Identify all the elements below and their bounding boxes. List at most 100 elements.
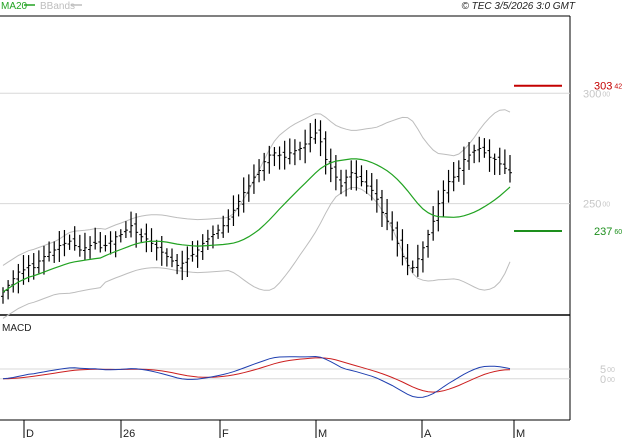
price-bar — [123, 221, 128, 239]
price-bar — [502, 149, 507, 175]
bbands-lower-line — [2, 187, 511, 319]
price-bar — [103, 235, 108, 252]
price-bar — [461, 146, 466, 185]
price-bar — [426, 229, 431, 258]
ma-legend-label: MA20 — [1, 1, 28, 12]
price-bar — [241, 177, 246, 213]
price-bar — [390, 211, 395, 241]
price-bar — [88, 236, 93, 259]
macd-panel-title: MACD — [2, 323, 31, 334]
x-tick-label: A — [424, 428, 432, 440]
price-bar — [129, 211, 134, 238]
price-bar — [72, 226, 77, 251]
price-bar — [451, 162, 456, 192]
price-bar — [272, 147, 277, 167]
price-bar — [236, 194, 241, 217]
price-bar — [323, 131, 328, 175]
price-bar — [364, 170, 369, 194]
support-level-label: 237 60 — [594, 226, 622, 238]
price-bar — [139, 228, 144, 242]
price-bar — [472, 144, 477, 164]
price-bar — [180, 250, 185, 281]
price-bar — [282, 140, 287, 170]
macd-lines — [2, 355, 511, 398]
price-bar — [354, 160, 359, 191]
x-axis: D 26 F M A M — [23, 420, 525, 440]
chart-frame — [0, 15, 571, 421]
support-level-int: 237 — [594, 226, 612, 238]
macd-tick-int: 5 — [600, 364, 606, 376]
signal-line — [2, 357, 511, 393]
price-bar — [57, 231, 62, 262]
price-bar — [328, 148, 333, 183]
price-bar — [77, 234, 82, 257]
price-bar — [287, 138, 292, 165]
price-bar — [1, 287, 5, 304]
price-bar — [349, 160, 354, 190]
price-bar — [16, 263, 21, 294]
price-bar — [149, 228, 154, 253]
price-bar — [410, 260, 415, 273]
price-bar — [67, 234, 72, 250]
price-bar — [251, 164, 256, 194]
price-bar — [185, 246, 190, 278]
price-bar — [134, 213, 139, 248]
price-bar — [164, 248, 169, 267]
price-tick-dec: 00 — [602, 202, 610, 209]
price-bar — [497, 147, 502, 176]
price-bar — [446, 169, 451, 203]
x-tick-label: 26 — [123, 428, 135, 440]
ma20-line — [2, 158, 511, 293]
price-bar — [221, 215, 226, 238]
price-bar — [369, 173, 374, 201]
x-tick-label: F — [222, 428, 229, 440]
price-bar — [487, 139, 492, 172]
resistance-level-dec: 42 — [614, 84, 622, 91]
x-tick-label: M — [318, 428, 327, 440]
price-bar — [36, 250, 41, 274]
price-bar — [420, 241, 425, 273]
macd-line — [2, 355, 511, 398]
price-bar — [379, 189, 384, 227]
price-bar — [159, 235, 164, 266]
price-tick-int: 300 — [583, 88, 601, 100]
price-bar — [359, 165, 364, 187]
price-bar — [190, 241, 195, 262]
price-bar — [508, 155, 512, 183]
price-bar — [313, 118, 318, 144]
price-bar — [226, 209, 231, 233]
price-tick-int: 250 — [583, 199, 601, 211]
support-level-dec: 60 — [614, 229, 622, 236]
price-bar — [170, 248, 174, 268]
macd-tick-label: 500 — [600, 364, 615, 376]
price-bar — [292, 139, 297, 166]
price-bar — [308, 123, 313, 153]
price-bar — [277, 146, 282, 170]
price-bar — [415, 244, 420, 277]
x-tick-label: M — [516, 428, 525, 440]
price-bar — [11, 270, 16, 293]
price-bars — [1, 118, 512, 304]
price-bar — [395, 221, 400, 257]
price-bar — [298, 141, 303, 161]
price-bar — [339, 169, 343, 195]
price-bar — [477, 136, 482, 163]
x-tick-label: D — [26, 428, 34, 440]
bbands-legend-label: BBands — [40, 1, 75, 12]
price-bar — [144, 223, 149, 253]
price-tick-dec: 00 — [602, 91, 610, 98]
price-bar — [246, 174, 251, 202]
price-bar — [257, 159, 262, 183]
macd-tick-int: 0 — [600, 374, 606, 386]
price-bar — [262, 152, 267, 181]
price-bar — [93, 227, 98, 250]
price-bar — [108, 231, 113, 255]
price-bar — [82, 232, 87, 261]
moving-average — [2, 158, 511, 293]
macd-tick-label: 000 — [600, 374, 615, 386]
price-bar — [456, 160, 461, 182]
price-bar — [344, 169, 349, 197]
resistance-level-int: 303 — [594, 81, 612, 93]
